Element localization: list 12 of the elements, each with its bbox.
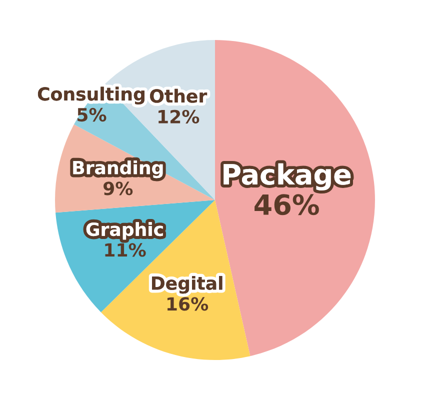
data-label: 12% [158, 110, 200, 124]
data-label: 11% [105, 243, 146, 257]
data-label: 5% [78, 108, 106, 122]
slice-label: Consulting [38, 86, 144, 104]
slice-label: Degital [152, 276, 222, 294]
slice-label: Branding [73, 160, 163, 178]
slice-label: Graphic [86, 222, 163, 240]
data-label: 46% [254, 194, 319, 216]
data-label: 16% [167, 297, 208, 311]
data-label: 9% [104, 182, 133, 196]
slice-label: Other [150, 88, 208, 103]
slice-label: Package [224, 163, 351, 190]
